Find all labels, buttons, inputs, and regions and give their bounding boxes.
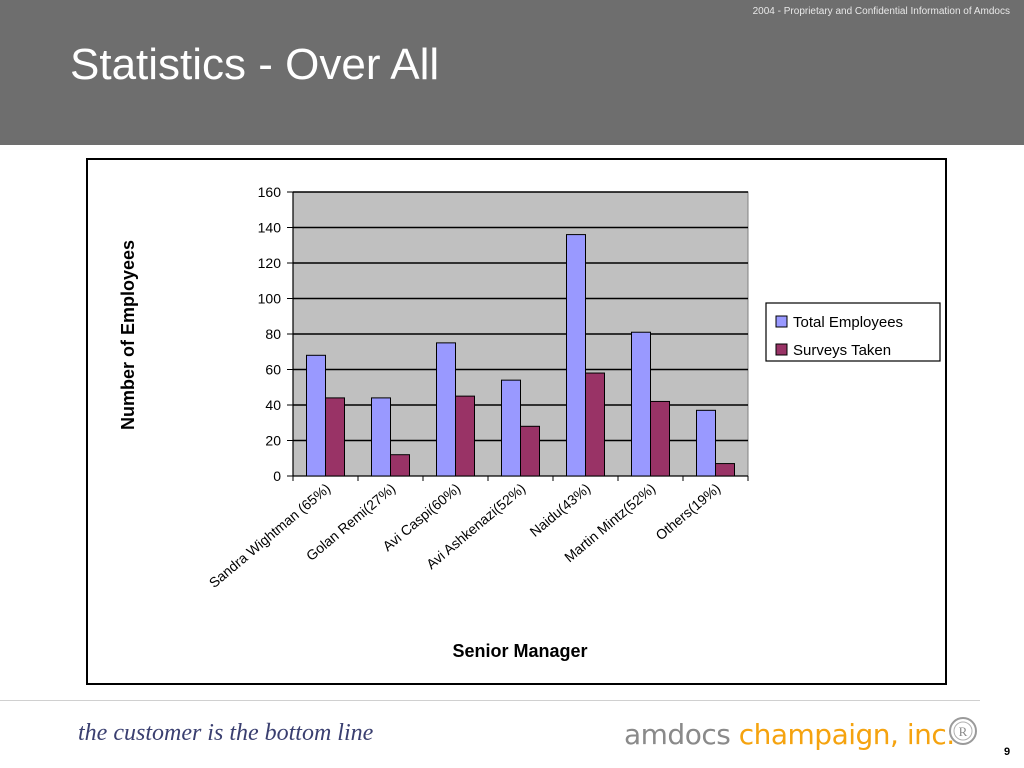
footer-tagline: the customer is the bottom line: [78, 720, 374, 746]
y-tick-label: 60: [265, 362, 281, 378]
y-tick-label: 40: [265, 397, 281, 413]
company-logo: amdocs champaign, inc.: [624, 718, 955, 751]
seal-letter: R: [959, 724, 968, 739]
bar-surveys: [390, 454, 410, 477]
logo-amdocs: amdocs: [624, 718, 731, 751]
bar-surveys: [325, 397, 345, 477]
legend-box: [765, 302, 941, 362]
legend-swatch: [775, 343, 788, 356]
bar-total: [436, 342, 456, 477]
chart-container: 0 20 40 60 80 100 120 140 160 Sandra Wightman (65…: [86, 158, 947, 685]
y-tick-label: 100: [258, 291, 282, 307]
y-tick-label: 120: [258, 255, 282, 271]
legend-label: Total Employees: [793, 314, 903, 331]
x-category-label: Sandra Wightman (65%): [206, 480, 334, 591]
slide-title: Statistics - Over All: [70, 40, 440, 89]
x-category-label: Others(19%): [652, 480, 723, 543]
legend-label: Surveys Taken: [793, 342, 891, 359]
page-number: 9: [1004, 746, 1011, 758]
bar-chart: 0 20 40 60 80 100 120 140 160 Sandra Wightman (65…: [118, 184, 941, 661]
bar-surveys: [455, 395, 475, 477]
legend-swatch: [775, 315, 788, 328]
y-axis-title: Number of Employees: [118, 240, 138, 430]
registered-seal-icon: R: [949, 717, 977, 745]
y-tick-label: 20: [265, 433, 281, 449]
bar-total: [696, 409, 716, 477]
bar-total: [371, 397, 391, 477]
y-tick-label: 160: [258, 184, 282, 200]
y-tick-label: 140: [258, 220, 282, 236]
logo-champaign: champaign, inc.: [738, 718, 955, 751]
y-tick-label: 0: [273, 468, 281, 484]
x-category-label: Naidu(43%): [527, 480, 594, 540]
bar-surveys: [650, 400, 670, 477]
confidential-notice: 2004 - Proprietary and Confidential Info…: [752, 6, 1010, 17]
bar-total: [566, 234, 586, 477]
bar-surveys: [715, 463, 735, 477]
bar-total: [631, 331, 651, 477]
bar-surveys: [585, 372, 605, 477]
bar-total: [306, 354, 326, 477]
footer-divider: [0, 700, 980, 701]
bar-total: [501, 379, 521, 477]
bar-surveys: [520, 425, 540, 477]
header-bar: 2004 - Proprietary and Confidential Info…: [0, 0, 1024, 145]
y-tick-label: 80: [265, 326, 281, 342]
x-axis-title: Senior Manager: [452, 641, 587, 661]
